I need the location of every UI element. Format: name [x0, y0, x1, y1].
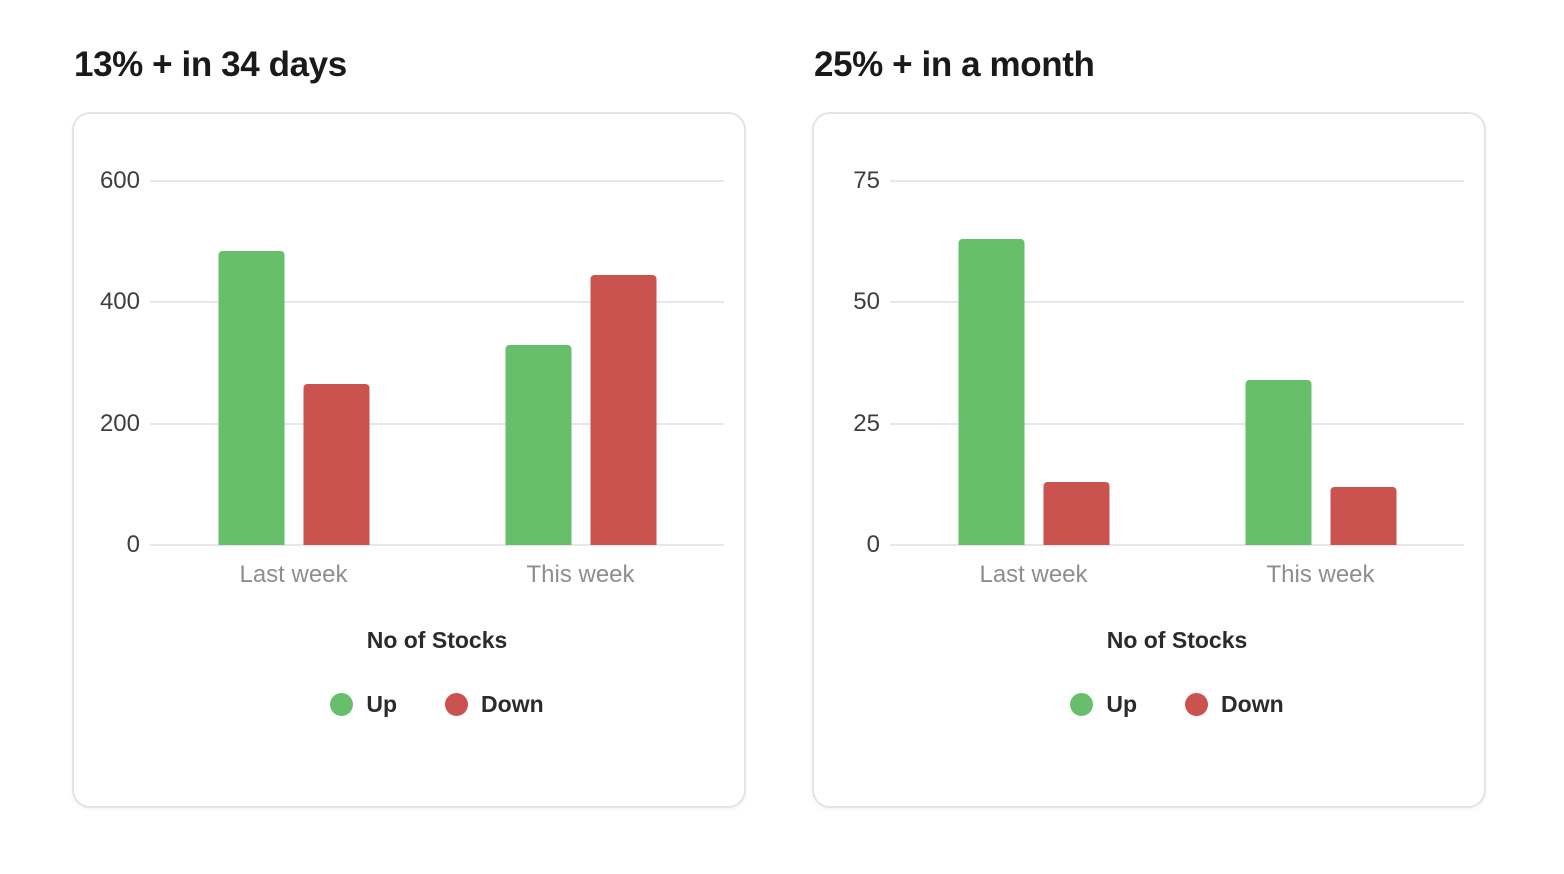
bar-up-last-week[interactable] — [958, 239, 1024, 545]
chart-title: 13% + in 34 days — [74, 45, 347, 84]
chart-section-13pct-34days: 13% + in 34 days 0 200 400 600 Last week This… — [72, 44, 746, 808]
bar-down-this-week[interactable] — [1330, 486, 1396, 545]
bar-up-this-week[interactable] — [505, 344, 571, 545]
bar-group-this-week — [1245, 181, 1396, 545]
bar-up-last-week[interactable] — [218, 250, 284, 545]
plot-area: 0 25 50 75 Last week This week — [853, 167, 1464, 588]
legend: Up Down — [890, 691, 1464, 718]
gridline — [150, 301, 724, 304]
bar-down-last-week[interactable] — [303, 384, 369, 545]
legend-label: Down — [481, 691, 544, 717]
y-axis-tick-label: 400 — [99, 288, 140, 316]
bar-up-this-week[interactable] — [1245, 380, 1311, 545]
legend-label: Up — [366, 691, 398, 717]
gridline — [150, 422, 724, 425]
gridline — [890, 180, 1464, 182]
legend: Up Down — [150, 691, 724, 718]
x-axis-category-label: This week — [1266, 561, 1375, 588]
legend-color-dot-icon — [1185, 693, 1209, 716]
bar-group-this-week — [505, 181, 656, 545]
chart-section-25pct-month: 25% + in a month 0 25 50 75 Last week This we… — [812, 44, 1486, 808]
legend-color-dot-icon — [1070, 693, 1094, 716]
y-axis-tick-label: 0 — [126, 531, 140, 558]
y-axis-tick-label: 0 — [866, 531, 880, 558]
y-axis-tick-label: 600 — [99, 167, 140, 194]
x-axis-category-label: This week — [526, 561, 635, 588]
y-axis-tick-label: 50 — [853, 288, 880, 316]
gridline — [150, 180, 724, 182]
chart-card: 0 200 400 600 Last week This week No of Stock… — [72, 112, 746, 808]
gridline — [890, 301, 1464, 304]
x-axis-title: No of Stocks — [1106, 627, 1248, 653]
chart-card: 0 25 50 75 Last week This week No of Stocks U… — [812, 112, 1486, 808]
legend-item-down[interactable]: Down — [1185, 691, 1284, 718]
bar-group-last-week — [958, 181, 1109, 545]
legend-item-up[interactable]: Up — [1070, 691, 1137, 718]
x-axis-category-label: Last week — [979, 561, 1088, 588]
legend-item-up[interactable]: Up — [330, 691, 397, 718]
dashboard: 13% + in 34 days 0 200 400 600 Last week This… — [72, 44, 1486, 808]
legend-label: Down — [1221, 691, 1284, 717]
legend-label: Up — [1106, 691, 1138, 717]
y-axis-tick-label: 75 — [853, 167, 880, 194]
gridline — [890, 544, 1464, 546]
gridline — [890, 422, 1464, 425]
x-axis-title: No of Stocks — [366, 627, 508, 653]
y-axis-tick-label: 25 — [853, 409, 880, 437]
legend-item-down[interactable]: Down — [445, 691, 544, 718]
gridline — [150, 544, 724, 546]
legend-color-dot-icon — [330, 693, 354, 716]
chart-title: 25% + in a month — [814, 45, 1095, 84]
x-axis-category-label: Last week — [239, 561, 348, 588]
plot-area: 0 200 400 600 Last week This week — [100, 167, 724, 588]
y-axis-tick-label: 200 — [99, 409, 140, 437]
bar-group-last-week — [218, 181, 369, 545]
bar-down-this-week[interactable] — [590, 275, 656, 545]
legend-color-dot-icon — [445, 693, 469, 716]
bar-down-last-week[interactable] — [1043, 481, 1109, 545]
